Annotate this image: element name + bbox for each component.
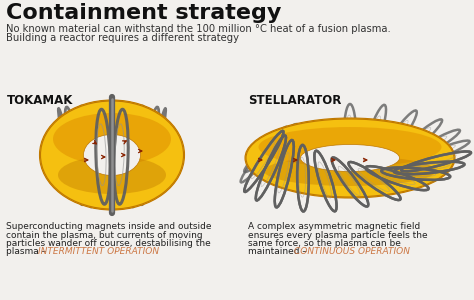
Text: ensures every plasma particle feels the: ensures every plasma particle feels the <box>248 230 428 239</box>
Ellipse shape <box>245 118 455 198</box>
Ellipse shape <box>39 100 184 210</box>
Ellipse shape <box>246 119 454 197</box>
Ellipse shape <box>257 125 443 167</box>
Ellipse shape <box>53 113 171 165</box>
Text: plasma –: plasma – <box>6 248 49 256</box>
Ellipse shape <box>263 156 438 188</box>
Text: Building a reactor requires a different strategy: Building a reactor requires a different … <box>6 33 239 43</box>
Text: Containment strategy: Containment strategy <box>6 3 282 23</box>
Text: TOKAMAK: TOKAMAK <box>7 94 73 107</box>
Text: particles wander off course, destabilising the: particles wander off course, destabilisi… <box>6 239 211 248</box>
Text: A complex asymmetric magnetic field: A complex asymmetric magnetic field <box>248 222 420 231</box>
Ellipse shape <box>264 156 436 186</box>
Ellipse shape <box>52 110 172 164</box>
Text: No known material can withstand the 100 million °C heat of a fusion plasma.: No known material can withstand the 100 … <box>6 24 391 34</box>
Text: Superconducting magnets inside and outside: Superconducting magnets inside and outsi… <box>6 222 211 231</box>
Ellipse shape <box>301 145 400 172</box>
Ellipse shape <box>258 127 441 167</box>
Text: STELLARATOR: STELLARATOR <box>248 94 341 107</box>
Text: maintained –: maintained – <box>248 248 310 256</box>
Ellipse shape <box>57 157 167 197</box>
Ellipse shape <box>83 134 140 176</box>
Ellipse shape <box>83 134 141 176</box>
Ellipse shape <box>58 156 166 194</box>
Ellipse shape <box>40 101 183 209</box>
Ellipse shape <box>300 144 400 172</box>
Ellipse shape <box>39 100 184 210</box>
Text: contain the plasma, but currents of moving: contain the plasma, but currents of movi… <box>6 230 202 239</box>
Text: INTERMITTENT OPERATION: INTERMITTENT OPERATION <box>38 248 159 256</box>
Text: same force, so the plasma can be: same force, so the plasma can be <box>248 239 401 248</box>
Text: CONTINUOUS OPERATION: CONTINUOUS OPERATION <box>294 248 410 256</box>
